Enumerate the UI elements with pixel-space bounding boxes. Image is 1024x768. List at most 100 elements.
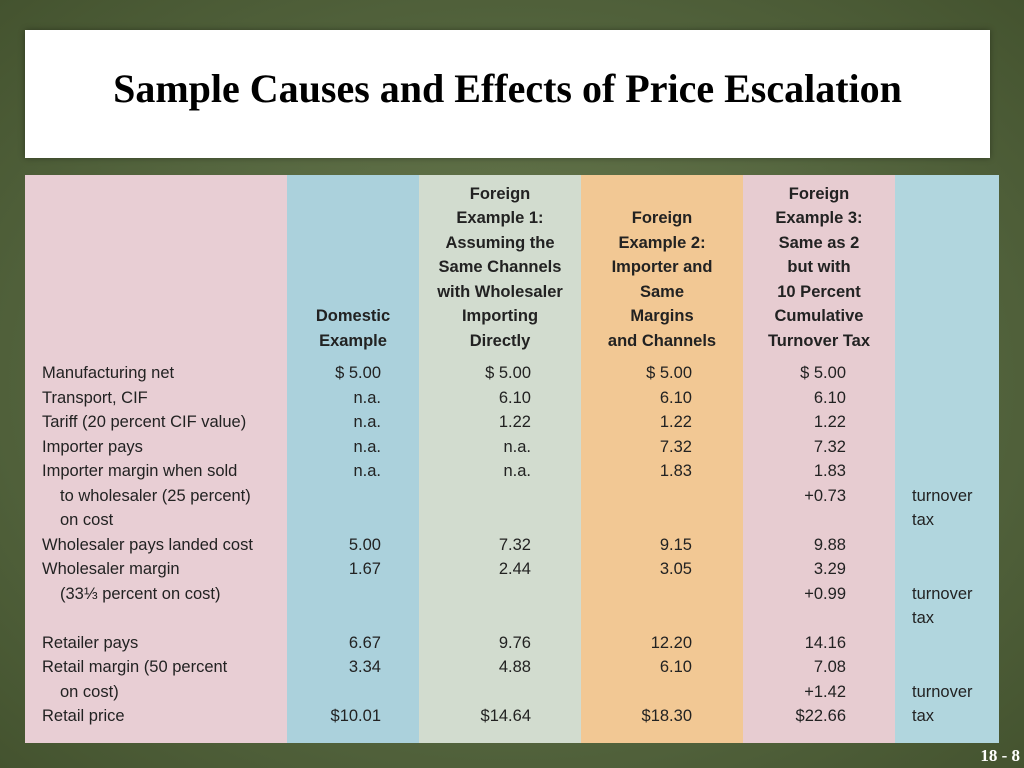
domestic-value: $10.01 <box>330 707 381 725</box>
row-label: Retail price <box>42 707 125 725</box>
title-box: Sample Causes and Effects of Price Escal… <box>25 30 990 158</box>
foreign3-value: +0.99 <box>804 584 846 603</box>
header-text: Foreign Example 2: Importer and Same Margins… <box>608 206 716 353</box>
header-line: Cumulative <box>774 307 864 325</box>
foreign2-value: 6.10 <box>659 658 692 676</box>
turnover-tax-note: turnover <box>912 584 973 603</box>
foreign2-value: $ 5.00 <box>646 364 692 382</box>
header-line: Example 3: <box>775 209 863 227</box>
table-row: Importer margin when sold n.a. n.a. 1.83 1.8… <box>25 459 999 484</box>
foreign1-value: 4.88 <box>498 658 531 676</box>
row-label: Retailer pays <box>42 633 139 652</box>
foreign3-value: 9.88 <box>813 535 846 554</box>
row-label: Importer margin when sold <box>42 462 238 480</box>
foreign2-value: 12.20 <box>650 633 692 652</box>
foreign1-value: n.a. <box>503 462 531 480</box>
row-label: to wholesaler (25 percent) <box>60 486 251 505</box>
price-escalation-table: Domestic Example Foreign Example 1: Assumin… <box>25 175 999 743</box>
header-line: 10 Percent <box>777 282 861 301</box>
domestic-value: 3.34 <box>348 658 381 676</box>
table-row: Wholesaler pays landed cost 5.00 7.32 9.15 9… <box>25 533 999 558</box>
table-row: to wholesaler (25 percent) +0.73 turnover <box>25 484 999 509</box>
domestic-value: $ 5.00 <box>335 364 381 382</box>
foreign-example-2-column <box>581 175 743 743</box>
header-line: Same <box>639 282 685 301</box>
foreign1-value: $14.64 <box>480 707 531 725</box>
header-line: Domestic <box>315 307 391 325</box>
header-line: Importer and <box>611 258 713 276</box>
table-row: on cost) +1.42 turnover <box>25 680 999 705</box>
foreign2-value: $18.30 <box>641 707 692 725</box>
foreign1-value: n.a. <box>503 437 531 456</box>
table-row: tax <box>25 606 999 631</box>
turnover-tax-note: tax <box>912 707 935 725</box>
foreign3-value: +1.42 <box>804 682 846 701</box>
foreign3-value: 3.29 <box>813 560 846 578</box>
header-line: Turnover Tax <box>767 331 871 350</box>
header-foreign-example-3: Foreign Example 3: Same as 2 but with 10 Per… <box>743 183 895 353</box>
foreign2-value: 1.83 <box>659 462 692 480</box>
foreign1-value: 9.76 <box>498 633 531 652</box>
foreign3-value: 7.32 <box>813 437 846 456</box>
foreign1-value: 1.22 <box>498 413 531 431</box>
label-column <box>25 175 287 743</box>
header-text: Foreign Example 1: Assuming the Same Channe… <box>437 182 563 354</box>
table-row: Retail price $10.01 $14.64 $18.30 $22.66 tax <box>25 704 999 729</box>
foreign3-value: 1.22 <box>813 413 846 431</box>
foreign-example-1-column <box>419 175 581 743</box>
table-row: (33⅓ percent on cost) +0.99 turnover <box>25 582 999 607</box>
header-line: and Channels <box>607 331 717 350</box>
row-label: on cost <box>60 511 114 529</box>
table-row: Transport, CIF n.a. 6.10 6.10 6.10 <box>25 386 999 411</box>
header-line: Assuming the <box>445 233 555 252</box>
domestic-value: 6.67 <box>348 633 381 652</box>
turnover-tax-note: turnover <box>912 486 973 505</box>
table-row: Wholesaler margin 1.67 2.44 3.05 3.29 <box>25 557 999 582</box>
foreign3-value: +0.73 <box>804 486 846 505</box>
domestic-value: 5.00 <box>348 535 381 554</box>
turnover-tax-note: turnover <box>912 682 973 701</box>
table-row: Retail margin (50 percent 3.34 4.88 6.10 7.0… <box>25 655 999 680</box>
header-foreign-example-2: Foreign Example 2: Importer and Same Margins… <box>581 183 743 353</box>
foreign1-value: 2.44 <box>498 560 531 578</box>
header-domestic: Domestic Example <box>287 183 419 353</box>
row-label: (33⅓ percent on cost) <box>60 584 221 603</box>
foreign3-value: 14.16 <box>804 633 846 652</box>
foreign3-value: 6.10 <box>813 388 846 407</box>
turnover-tax-note: tax <box>912 511 935 529</box>
foreign2-value: 1.22 <box>659 413 692 431</box>
header-text: Foreign Example 3: Same as 2 but with 10 Per… <box>768 182 870 354</box>
domestic-value: 1.67 <box>348 560 381 578</box>
header-text: Domestic Example <box>316 304 390 353</box>
header-foreign-example-1: Foreign Example 1: Assuming the Same Channe… <box>419 183 581 353</box>
row-label: Importer pays <box>42 437 143 456</box>
table-row: Retailer pays 6.67 9.76 12.20 14.16 <box>25 631 999 656</box>
domestic-value: n.a. <box>353 437 381 456</box>
foreign1-value: $ 5.00 <box>485 364 531 382</box>
header-line: Foreign <box>469 184 531 203</box>
row-label: Wholesaler pays landed cost <box>42 535 253 554</box>
row-label: on cost) <box>60 682 119 701</box>
header-line: Example <box>319 331 387 350</box>
row-label: Retail margin (50 percent <box>42 658 228 676</box>
foreign1-value: 6.10 <box>498 388 531 407</box>
table-row: Importer pays n.a. n.a. 7.32 7.32 <box>25 435 999 460</box>
header-line: but with <box>787 258 851 276</box>
row-label: Tariff (20 percent CIF value) <box>42 413 247 431</box>
foreign3-value: 7.08 <box>813 658 846 676</box>
table-row: Manufacturing net $ 5.00 $ 5.00 $ 5.00 $ 5.0… <box>25 361 999 386</box>
domestic-value: n.a. <box>353 462 381 480</box>
row-label: Transport, CIF <box>42 388 148 407</box>
turnover-tax-column <box>895 175 999 743</box>
header-line: Directly <box>469 331 531 350</box>
foreign3-value: $22.66 <box>795 707 846 725</box>
header-line: Foreign <box>788 184 850 203</box>
foreign1-value: 7.32 <box>498 535 531 554</box>
slide-title: Sample Causes and Effects of Price Escal… <box>113 65 902 111</box>
slide-number: 18 - 8 <box>980 746 1020 765</box>
header-line: Same Channels <box>438 258 562 276</box>
foreign3-value: $ 5.00 <box>800 364 846 382</box>
header-line: Same as 2 <box>778 233 860 252</box>
foreign2-value: 9.15 <box>659 535 692 554</box>
header-line: Example 1: <box>456 209 544 227</box>
